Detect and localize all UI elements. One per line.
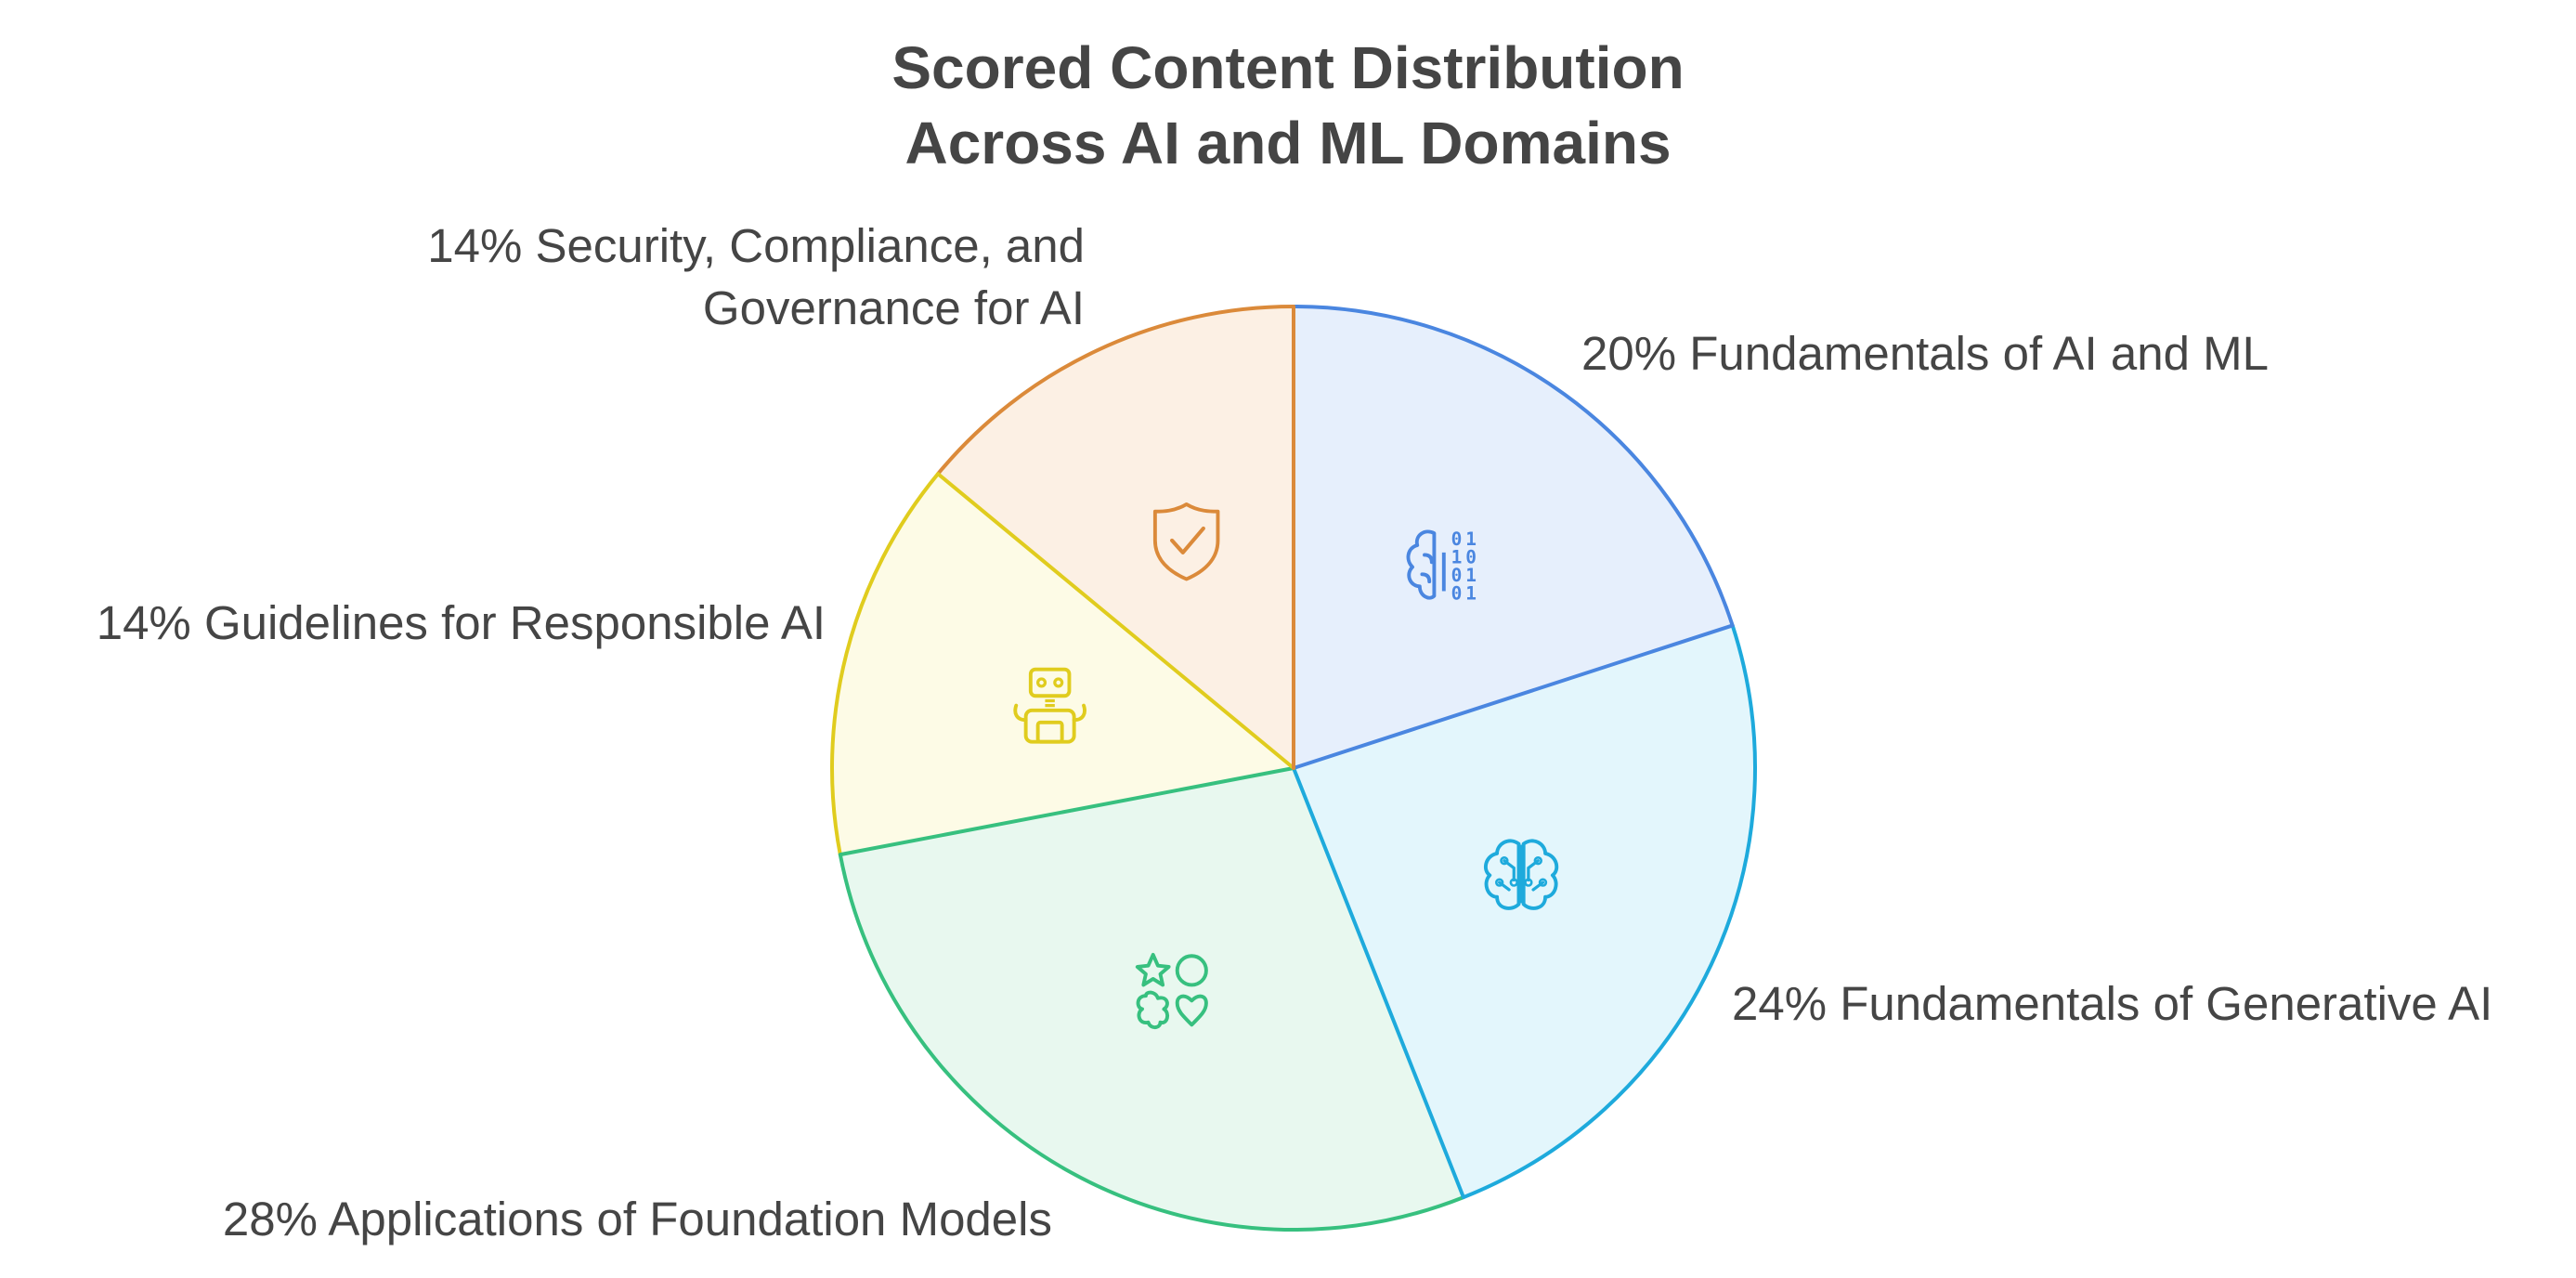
slice-label: 28% Applications of Foundation Models (223, 1193, 1052, 1245)
pie-slice-arc (936, 305, 1295, 476)
slice-divider (838, 766, 1295, 857)
slice-divider (936, 472, 1295, 770)
slice-divider (1292, 623, 1735, 770)
pie-slice (938, 306, 1294, 768)
shield-check-icon (1152, 502, 1220, 581)
pie-slice (1294, 625, 1755, 1198)
pie-slices (830, 305, 1757, 1232)
shapes-icon (1135, 953, 1208, 1030)
svg-text:10: 10 (1451, 547, 1480, 568)
slice-label: 24% Fundamentals of Generative AI (1732, 977, 2492, 1030)
slice-label: Governance for AI (703, 281, 1085, 334)
pie-slice-arc (830, 472, 940, 855)
pie-slice-arc (838, 854, 1464, 1232)
slice-labels: 20% Fundamentals of AI and ML 24% Fundame… (97, 219, 2493, 1245)
robot-icon (1013, 667, 1086, 744)
chart-title-line-2: Across AI and ML Domains (904, 110, 1671, 176)
svg-text:01: 01 (1451, 565, 1480, 586)
svg-text:01: 01 (1451, 583, 1480, 605)
pie-slice (839, 768, 1464, 1230)
circuit-brain-icon (1483, 839, 1559, 910)
slice-divider (1292, 766, 1465, 1200)
slice-label: 20% Fundamentals of AI and ML (1581, 327, 2269, 380)
pie-slice-arc (1463, 624, 1757, 1199)
pie-slice-arc (1293, 305, 1735, 627)
chart-title-line-1: Scored Content Distribution (891, 34, 1684, 101)
svg-text:01: 01 (1451, 528, 1480, 550)
slice-label: 14% Guidelines for Responsible AI (97, 596, 826, 649)
pie-slice (1294, 306, 1733, 768)
slice-label: 14% Security, Compliance, and (427, 219, 1085, 272)
pie-slice (832, 474, 1294, 855)
